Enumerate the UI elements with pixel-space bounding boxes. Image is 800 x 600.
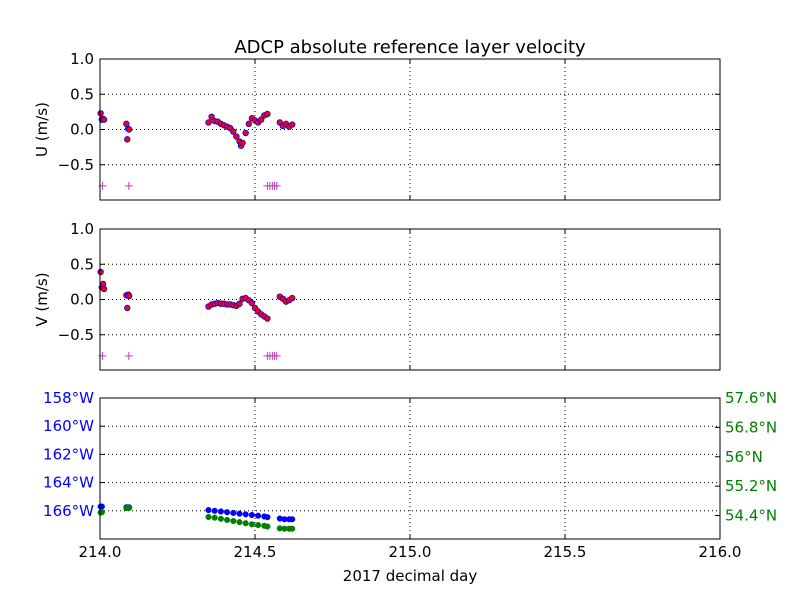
lon-data-point (205, 507, 212, 514)
data-point (124, 136, 131, 143)
data-point (264, 110, 271, 118)
y-tick-label: 0.5 (70, 85, 94, 103)
lat-data-point (211, 514, 218, 521)
lat-data-point (217, 515, 224, 522)
x-tick-label: 216.0 (699, 543, 742, 561)
data-point (125, 126, 133, 133)
y-tick-label: 0.5 (70, 255, 94, 273)
lon-data-point (255, 512, 262, 519)
data-point (125, 292, 133, 300)
lon-data-point (211, 507, 218, 514)
y-tick-label: −0.5 (58, 326, 94, 344)
data-point (264, 315, 271, 322)
y-tick-label: 0.0 (70, 121, 94, 139)
y-tick-label: 0.0 (70, 291, 94, 309)
flag-marker (124, 181, 133, 190)
lon-tick-label: 164°W (43, 474, 94, 492)
data-point (230, 128, 237, 135)
flag-marker (272, 351, 281, 360)
lon-tick-label: 160°W (43, 417, 94, 435)
x-tick-label: 215.0 (389, 543, 432, 561)
data-point (289, 294, 296, 302)
lat-data-point (126, 504, 133, 511)
lon-tick-label: 158°W (43, 389, 94, 407)
x-axis-label: 2017 decimal day (343, 567, 478, 585)
lon-data-point (230, 509, 237, 516)
panel-frame (99, 58, 721, 201)
data-point (258, 116, 265, 123)
lat-tick-label: 56°N (725, 448, 763, 466)
panel-frame (99, 228, 721, 371)
x-tick-label: 215.5 (544, 543, 587, 561)
lat-data-point (224, 516, 231, 523)
y-tick-label: −0.5 (58, 156, 94, 174)
lat-tick-label: 55.2°N (725, 477, 777, 495)
data-point (289, 121, 296, 128)
data-point (100, 116, 108, 123)
panel-2: 1.0 0.5 0.0 −0.5 V (m/s) (33, 220, 721, 371)
x-tick-label: 214.0 (79, 543, 122, 561)
data-point (242, 129, 249, 137)
data-point (97, 110, 104, 117)
data-point (205, 119, 212, 126)
data-point (124, 304, 131, 312)
lon-tick-label: 166°W (43, 502, 94, 520)
lon-data-point (289, 516, 296, 523)
y-axis-label: V (m/s) (33, 272, 51, 326)
data-point (233, 133, 240, 140)
lat-tick-label: 57.6°N (725, 389, 777, 407)
y-axis-label: U (m/s) (33, 102, 51, 157)
data-point (97, 268, 104, 276)
y-tick-label: 1.0 (70, 50, 94, 68)
lon-data-point (248, 511, 255, 519)
lat-data-point (230, 517, 237, 525)
panel-frame (99, 397, 721, 540)
lat-data-point (255, 521, 262, 529)
data-point (100, 285, 108, 293)
flag-marker (124, 351, 133, 360)
flag-marker (272, 181, 281, 190)
y-tick-label: 1.0 (70, 220, 94, 238)
lat-data-point (248, 521, 255, 528)
panel-1: 1.0 0.5 0.0 −0.5 U (m/s) (33, 50, 721, 201)
lat-data-point (242, 520, 249, 527)
panel-3: 158°W 160°W 162°W 164°W 166°W 57.6°N 56.8°N 56°… (43, 389, 777, 561)
lat-data-point (264, 523, 271, 530)
lon-tick-label: 162°W (43, 445, 94, 463)
data-point (239, 139, 246, 147)
lat-data-point (205, 513, 212, 521)
lat-data-point (236, 519, 243, 526)
lon-data-point (264, 514, 271, 521)
lat-tick-label: 54.4°N (725, 507, 777, 525)
data-point (245, 120, 252, 128)
lon-data-point (224, 509, 231, 516)
data-point (248, 299, 256, 307)
data-point (236, 300, 243, 307)
lon-data-point (236, 510, 243, 517)
x-tick-label: 214.5 (234, 543, 277, 561)
lon-data-point (217, 508, 224, 515)
chart-title: ADCP absolute reference layer velocity (234, 37, 586, 58)
lon-data-point (242, 511, 249, 518)
lat-data-point (289, 525, 296, 532)
data-point (208, 113, 215, 121)
lat-tick-label: 56.8°N (725, 418, 777, 436)
